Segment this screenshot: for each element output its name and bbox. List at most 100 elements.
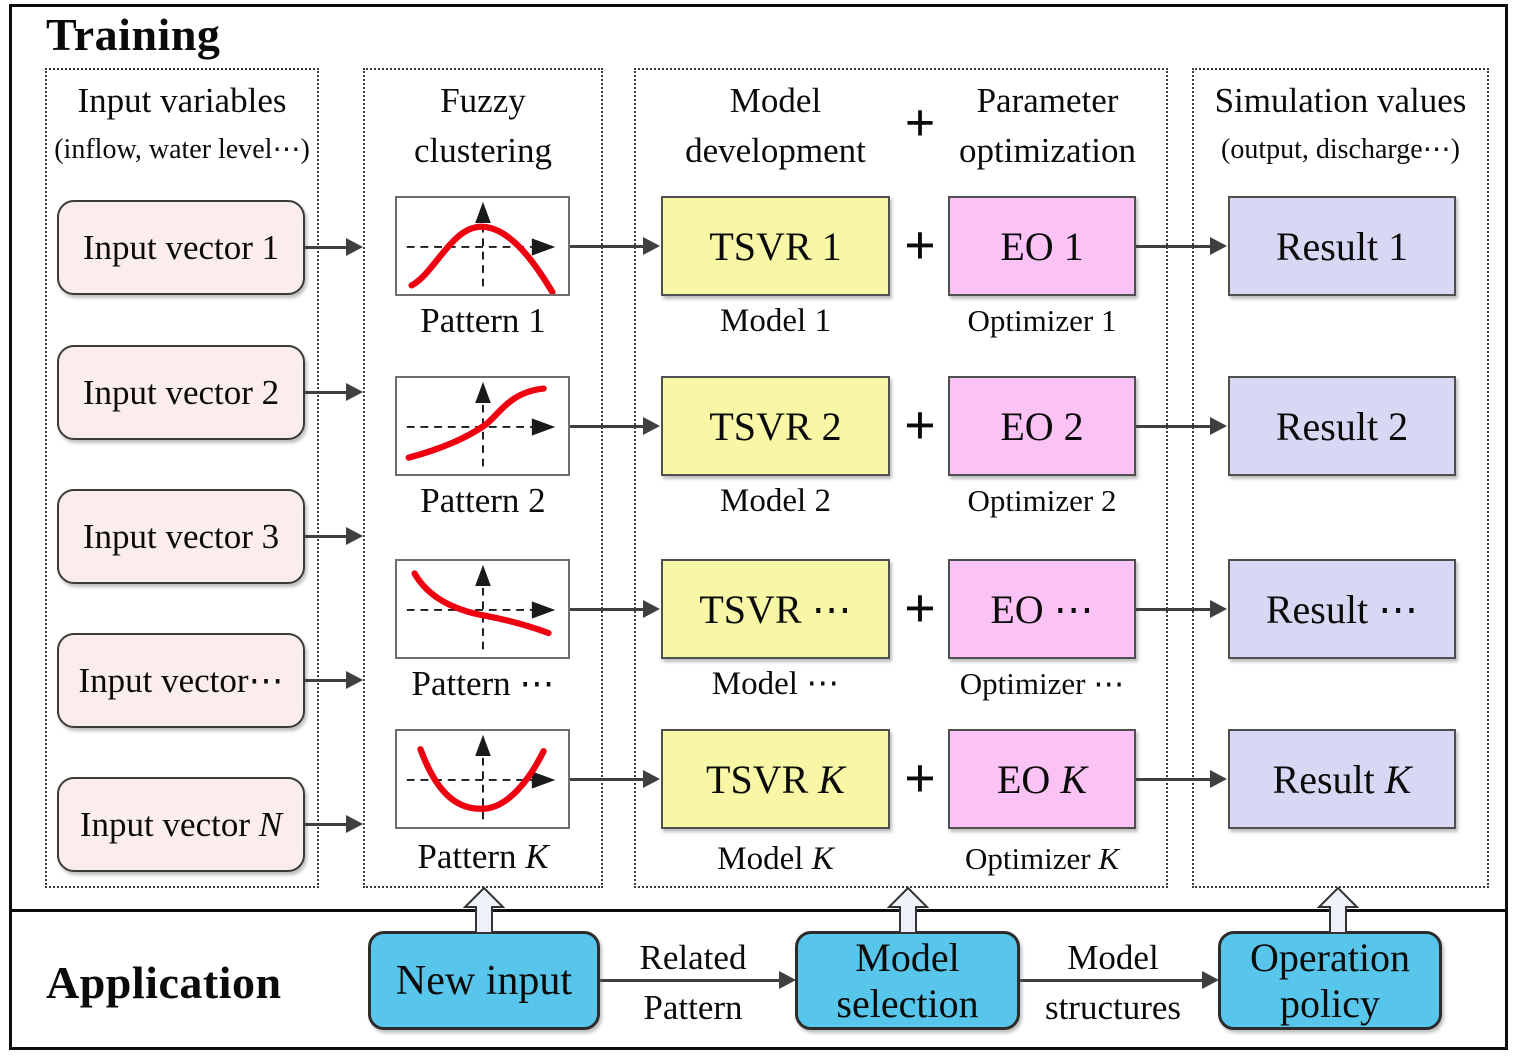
x-axis-arrow-icon [531,601,556,619]
model-k-label: Model K [717,841,834,877]
input-vector-box-1: Input vector 1 [57,200,305,295]
flow-arrow-input-5 [305,816,363,832]
input-variables-column [45,68,319,888]
tsvr-box-ellipsis: TSVR ⋯ [661,559,890,659]
section-divider-line [9,909,1508,912]
model-1-label: Model 1 [720,303,831,339]
training-section-title: Training [46,9,221,60]
bell-curve [408,223,556,296]
parameter-optimization-line1: Parameter [976,81,1119,120]
eo-box-ellipsis: EO ⋯ [948,559,1136,659]
result-box-k: Result K [1228,729,1456,829]
flow-arrow-input-4 [305,672,363,688]
operation-policy-box: Operation policy [1218,931,1442,1030]
valley-curve [417,746,547,812]
fuzzy-clustering-title-line1: Fuzzy [440,81,526,120]
result-box-2: Result 2 [1228,376,1456,476]
simulation-values-column [1192,68,1489,888]
pattern-1-label: Pattern 1 [420,301,546,340]
simulation-values-title: Simulation values [1214,81,1467,120]
related-pattern-label-line2: Pattern [643,988,743,1027]
result-box-1: Result 1 [1228,196,1456,296]
eo-box-k: EO K [948,729,1136,829]
pattern-chart-k [395,729,570,829]
model-development-line1: Model [729,81,822,120]
model-development-column [634,68,1168,888]
new-input-box: New input [368,931,600,1030]
flow-arrow-result-4 [1136,771,1227,787]
flow-arrow-related-pattern [600,972,796,988]
plus-sign-row-1: + [904,215,936,277]
tsvr-box-1: TSVR 1 [661,196,890,296]
sigmoid-curve-chart [405,381,556,467]
header-plus-sign: + [904,93,936,153]
valley-curve-chart [406,734,556,820]
block-up-arrow-model-icon [887,886,929,934]
flow-arrow-result-1 [1136,238,1227,254]
x-axis-arrow-icon [531,771,556,789]
flow-arrow-pattern-2 [570,418,660,434]
plus-sign-row-2: + [904,395,936,457]
y-axis-arrow-icon [475,734,491,756]
pattern-ellipsis-label: Pattern ⋯ [411,664,555,703]
optimizer-1-label: Optimizer 1 [967,303,1117,338]
result-box-ellipsis: Result ⋯ [1228,559,1456,659]
pattern-chart-1 [395,196,570,296]
pattern-chart-ellipsis [395,559,570,659]
model-development-title: Model development [660,76,891,176]
model-selection-box: Model selection [795,931,1020,1030]
eo-box-1: EO 1 [948,196,1136,296]
model-development-line2: development [685,131,866,170]
x-axis-arrow-icon [531,418,556,436]
fuzzy-clustering-title-line2: clustering [413,131,553,170]
pattern-chart-2 [395,376,570,476]
input-vector-3-label: Input vector 3 [82,516,280,556]
parameter-optimization-line2: optimization [959,131,1136,170]
model-ellipsis-label: Model ⋯ [711,666,840,702]
y-axis-arrow-icon [475,381,491,403]
pattern-2-label: Pattern 2 [420,481,546,520]
optimizer-2-label: Optimizer 2 [967,483,1117,518]
model-structures-label-line2: structures [1044,988,1182,1027]
y-axis-arrow-icon [475,564,491,586]
x-axis-arrow-icon [531,238,556,256]
input-variables-subtitle: (inflow, water level⋯) [54,134,310,165]
decay-curve [411,570,552,637]
flow-arrow-pattern-1 [570,238,660,254]
input-vector-box-ellipsis: Input vector⋯ [57,633,305,728]
decay-curve-chart [406,564,556,650]
y-axis-arrow-icon [475,201,491,223]
flow-arrow-pattern-3 [570,601,660,617]
application-section-title: Application [46,957,282,1008]
sigmoid-curve [405,385,547,461]
flow-arrow-pattern-4 [570,771,660,787]
simulation-values-subtitle: (output, discharge⋯) [1221,134,1460,165]
input-vector-1-label: Input vector 1 [82,227,280,267]
model-structures-label-line1: Model [1067,938,1159,977]
input-variables-title: Input variables [77,81,287,120]
flow-arrow-result-3 [1136,601,1227,617]
input-vector-ellipsis-label: Input vector⋯ [78,660,284,700]
parameter-optimization-title: Parameter optimization [935,76,1160,176]
tsvr-box-2: TSVR 2 [661,376,890,476]
block-up-arrow-clustering-icon [463,886,505,934]
optimizer-ellipsis-label: Optimizer ⋯ [959,666,1125,701]
input-vector-box-3: Input vector 3 [57,489,305,584]
optimizer-k-label: Optimizer K [964,841,1120,876]
plus-sign-row-3: + [904,578,936,640]
outer-frame [9,4,1508,1050]
block-up-arrow-simulation-icon [1317,886,1359,934]
flow-arrow-result-2 [1136,418,1227,434]
eo-box-2: EO 2 [948,376,1136,476]
plus-sign-row-4: + [904,748,936,810]
model-2-label: Model 2 [720,483,831,519]
related-pattern-label-line1: Related [639,938,747,977]
flow-arrow-input-1 [305,239,363,255]
fuzzy-clustering-column [363,68,603,888]
fuzzy-clustering-title: Fuzzy clustering [363,76,603,176]
tsvr-box-k: TSVR K [661,729,890,829]
input-vector-2-label: Input vector 2 [82,372,280,412]
flow-arrow-model-structures [1020,972,1219,988]
input-vector-box-n: Input vector N [57,777,305,872]
